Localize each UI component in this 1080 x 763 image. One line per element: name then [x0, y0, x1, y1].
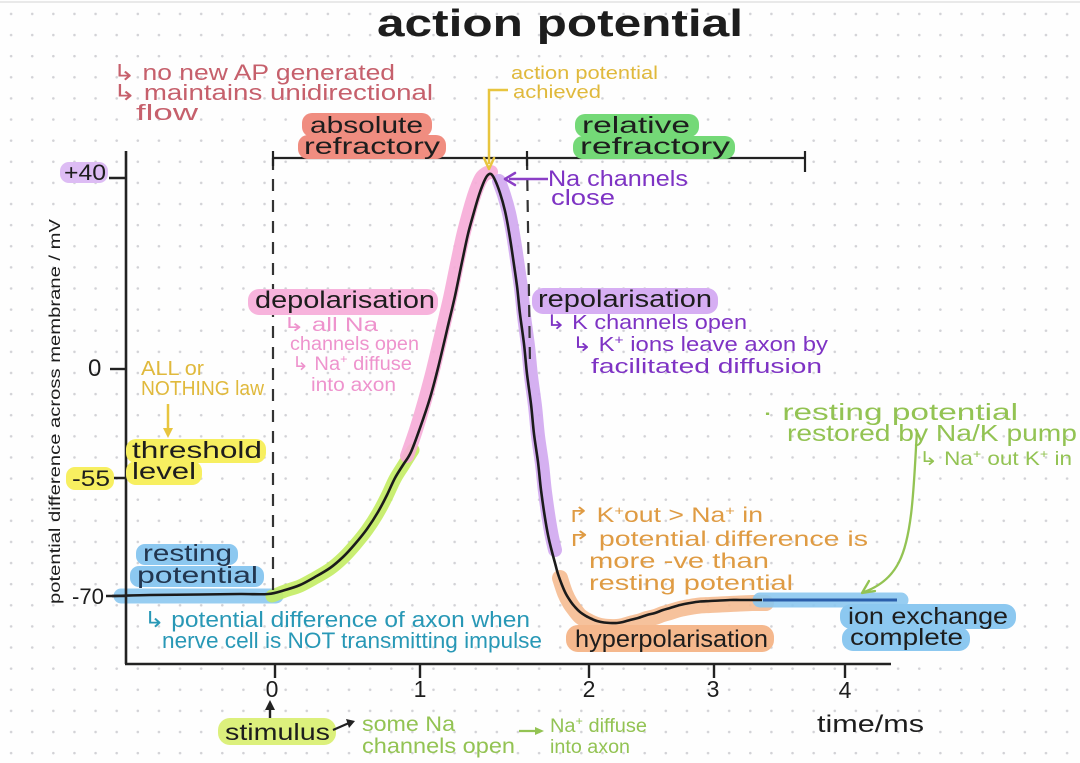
- svg-text:ion exchange: ion exchange: [848, 603, 1008, 629]
- svg-text:action potential: action potential: [377, 3, 743, 45]
- svg-text:↳ K+ ions leave axon by: ↳ K + ions leave axon by: [572, 332, 828, 357]
- svg-text:-70: -70: [72, 584, 104, 609]
- svg-text:↳ potential difference of axon: ↳ potential difference of axon when: [144, 607, 530, 632]
- svg-text:0: 0: [88, 355, 101, 382]
- svg-text:↳ K channels open: ↳ K channels open: [546, 312, 747, 334]
- svg-text:stimulus: stimulus: [225, 719, 330, 745]
- svg-text:restored by Na/K pump: restored by Na/K pump: [787, 420, 1077, 446]
- svg-text:2: 2: [583, 676, 596, 702]
- svg-text:achieved: achieved: [513, 81, 601, 102]
- svg-text:refractory: refractory: [580, 133, 731, 159]
- svg-text:time/ms: time/ms: [817, 711, 924, 738]
- svg-text:threshold: threshold: [132, 437, 262, 463]
- svg-text:potential: potential: [137, 562, 258, 588]
- svg-text:resting: resting: [143, 540, 232, 566]
- svg-text:complete: complete: [850, 624, 963, 650]
- svg-text:some Na: some Na: [362, 713, 455, 736]
- svg-text:close: close: [551, 185, 615, 210]
- svg-text:4: 4: [839, 677, 852, 703]
- svg-text:into axon: into axon: [550, 737, 630, 758]
- svg-text:hyperpolarisation: hyperpolarisation: [575, 626, 768, 653]
- svg-text:absolute: absolute: [310, 112, 423, 138]
- svg-text:3: 3: [707, 676, 720, 702]
- svg-text:into axon: into axon: [311, 375, 396, 396]
- svg-text:action potential: action potential: [511, 62, 658, 83]
- svg-text:more -ve than: more -ve than: [589, 550, 769, 573]
- svg-text:↳ Na+ out K+ in: ↳ Na + out K + in: [919, 447, 1072, 470]
- svg-text:resting potential: resting potential: [589, 572, 793, 595]
- svg-text:-55: -55: [72, 466, 110, 491]
- svg-text:↱ potential difference is: ↱ potential difference is: [567, 528, 868, 551]
- svg-text:flow: flow: [136, 100, 198, 125]
- svg-text:channels open: channels open: [290, 334, 419, 355]
- svg-text:NOTHING law: NOTHING law: [141, 378, 265, 400]
- svg-text:Na+ diffuse: Na+ diffuse: [550, 714, 647, 737]
- svg-text:depolarisation: depolarisation: [255, 287, 435, 314]
- svg-text:↳ no new AP generated: ↳ no new AP generated: [113, 60, 395, 85]
- svg-text:↳ all Na: ↳ all Na: [283, 315, 379, 336]
- svg-text:0: 0: [266, 676, 279, 702]
- svg-text:level: level: [132, 458, 196, 484]
- svg-text:channels open: channels open: [362, 735, 515, 758]
- svg-text:potential difference across m: potential difference across membrane / m…: [47, 218, 64, 604]
- svg-text:ALL or: ALL or: [141, 358, 204, 380]
- svg-text:Na channels: Na channels: [548, 166, 688, 191]
- svg-text:nerve cell is NOT transmitting: nerve cell is NOT transmitting impulse: [162, 628, 542, 653]
- svg-text:↳ maintains unidirectional: ↳ maintains unidirectional: [113, 80, 433, 105]
- svg-text:· resting potential: · resting potential: [762, 399, 1018, 425]
- svg-text:refractory: refractory: [304, 133, 441, 159]
- svg-text:repolarisation: repolarisation: [538, 286, 712, 313]
- svg-text:↳ Na+ diffuse: ↳ Na + diffuse: [292, 352, 412, 375]
- svg-text:facilitated diffusion: facilitated diffusion: [591, 356, 822, 378]
- svg-text:1: 1: [414, 676, 427, 702]
- svg-text:relative: relative: [582, 112, 690, 138]
- svg-text:+40: +40: [64, 160, 106, 185]
